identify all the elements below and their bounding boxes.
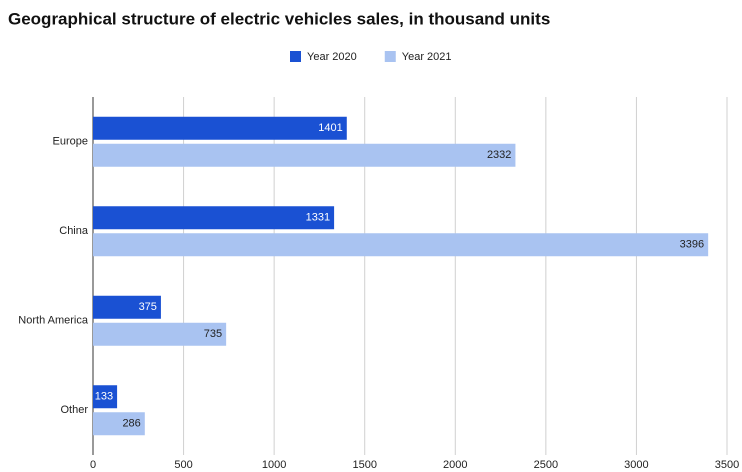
value-label: 286 bbox=[122, 418, 140, 430]
y-tick-label: Other bbox=[60, 404, 88, 416]
value-label: 133 bbox=[95, 391, 113, 403]
value-label: 1331 bbox=[306, 212, 330, 224]
bar bbox=[93, 322, 227, 346]
value-label: 3396 bbox=[680, 239, 704, 251]
x-tick-label: 2000 bbox=[443, 459, 467, 471]
legend-label: Year 2020 bbox=[307, 51, 357, 63]
x-tick-label: 0 bbox=[90, 459, 96, 471]
bar bbox=[93, 295, 161, 319]
x-tick-label: 3000 bbox=[624, 459, 648, 471]
y-tick-label: China bbox=[59, 225, 89, 237]
value-label: 735 bbox=[204, 328, 222, 340]
legend-label: Year 2021 bbox=[402, 51, 452, 63]
value-label: 1401 bbox=[318, 122, 342, 134]
x-tick-label: 2500 bbox=[534, 459, 558, 471]
x-tick-label: 3500 bbox=[715, 459, 739, 471]
bar bbox=[93, 143, 516, 167]
bar bbox=[93, 233, 709, 257]
value-label: 375 bbox=[139, 301, 157, 313]
x-tick-label: 1500 bbox=[352, 459, 376, 471]
y-tick-label: North America bbox=[18, 315, 89, 327]
x-tick-label: 500 bbox=[174, 459, 192, 471]
chart-title: Geographical structure of electric vehic… bbox=[8, 9, 550, 28]
x-tick-label: 1000 bbox=[262, 459, 286, 471]
bar bbox=[93, 116, 347, 140]
legend-swatch bbox=[384, 51, 396, 62]
y-tick-label: Europe bbox=[53, 136, 88, 148]
bar bbox=[93, 412, 145, 436]
value-label: 2332 bbox=[487, 149, 511, 161]
bar bbox=[93, 206, 335, 230]
legend-swatch bbox=[290, 51, 301, 62]
bar bbox=[93, 385, 118, 409]
